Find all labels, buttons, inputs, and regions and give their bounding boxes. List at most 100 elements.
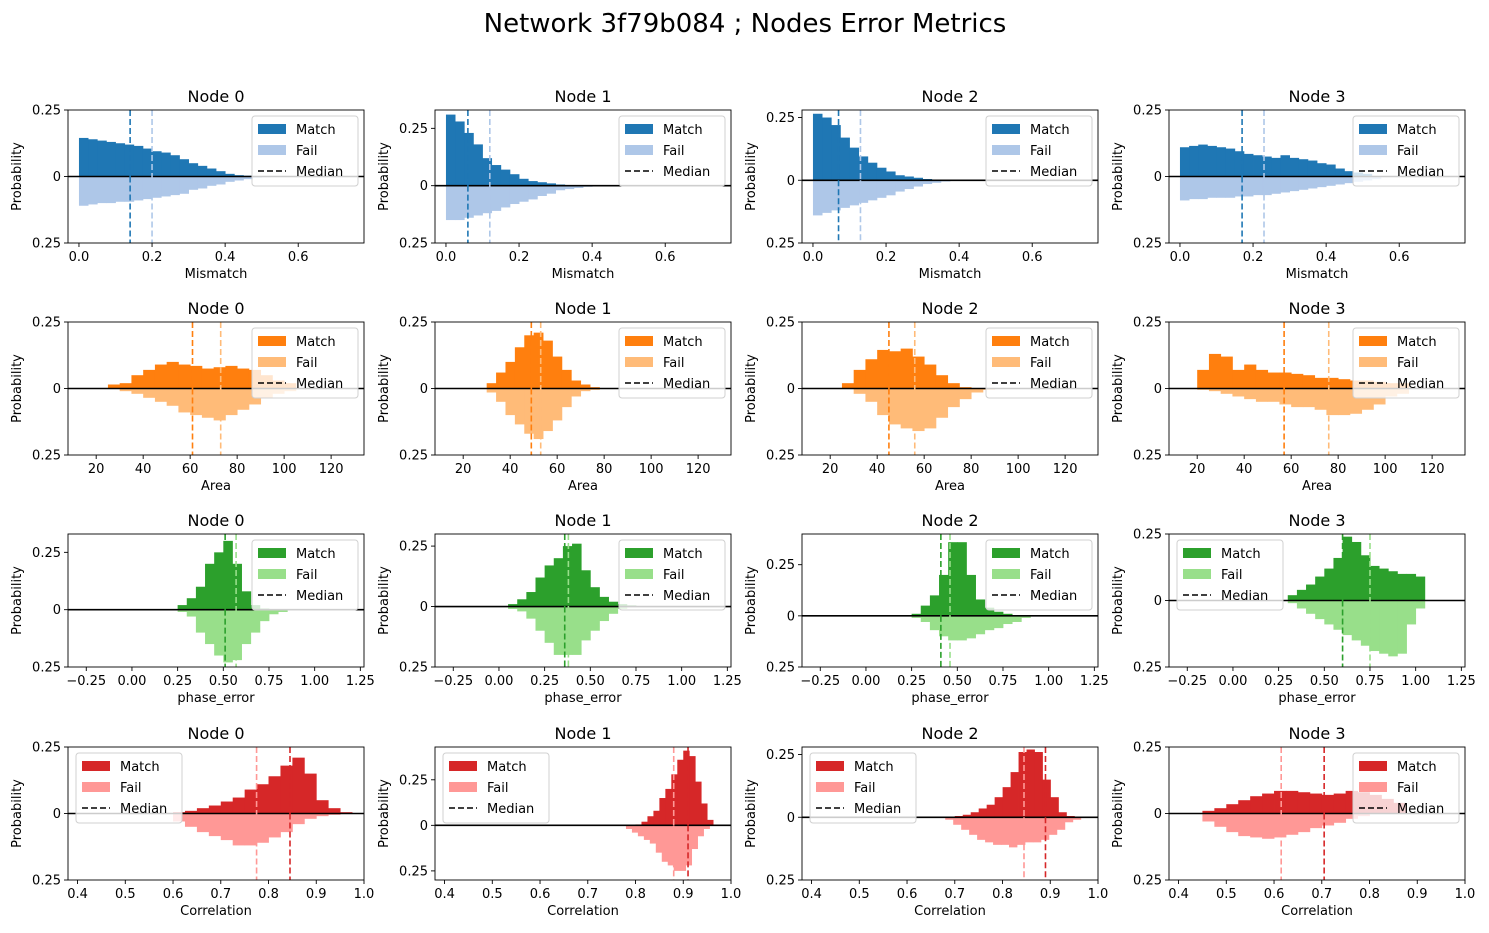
y-axis-label: Probability [10, 354, 25, 423]
fail-bar [922, 180, 933, 185]
fail-bar [78, 176, 89, 206]
fail-bar [196, 813, 210, 833]
y-tick-label: 0.25 [399, 864, 428, 879]
x-tick-label: 80 [229, 462, 246, 477]
legend-fail-swatch [625, 145, 653, 155]
subplot-title: Node 2 [921, 299, 978, 318]
plot-area [1169, 534, 1465, 667]
match-bar [865, 359, 878, 389]
fail-bar [553, 606, 564, 655]
match-bar [1279, 372, 1292, 389]
x-axis-label: Mismatch [185, 267, 248, 282]
legend-fail-swatch [992, 357, 1020, 367]
y-axis-label: Probability [377, 142, 392, 211]
match-bar [177, 605, 188, 610]
fail-bar [1208, 388, 1222, 392]
legend-match-label: Match [854, 760, 894, 775]
fail-bar [895, 180, 905, 192]
legend-match-label: Match [1030, 123, 1070, 138]
match-bar [561, 369, 572, 389]
fail-bar [1335, 176, 1345, 185]
fail-bar [867, 180, 878, 201]
subplot-15: 0.4 0.5 0.6 0.7 0.8 0.9 1.0 0.25 0 0.25 Node 3 Corr… [1111, 724, 1475, 919]
fail-bar [865, 388, 878, 402]
match-bar [671, 774, 678, 826]
match-bar [186, 598, 197, 610]
match-bar [142, 148, 153, 177]
legend-match-label: Match [296, 335, 336, 350]
match-bar [1369, 565, 1380, 601]
fail-bar [528, 185, 538, 200]
subplot-5: 20 40 60 80 100 120 0.25 0 0.25 Node 1 Area Probabi… [377, 299, 732, 494]
match-bar [994, 797, 1004, 818]
y-axis-label: Probability [1111, 566, 1126, 635]
x-tick-label: 0.2 [1243, 250, 1264, 265]
y-tick-label: 0 [420, 382, 428, 397]
x-tick-label: 20 [822, 462, 839, 477]
fail-bar [1232, 388, 1245, 397]
fail-bar [920, 615, 931, 622]
y-tick-label: 0 [53, 603, 61, 618]
legend-match-swatch [992, 336, 1020, 346]
match-bar [571, 380, 582, 389]
match-bar [445, 114, 456, 186]
y-axis-label: Probability [1111, 354, 1126, 423]
legend-match-swatch [258, 124, 286, 134]
fail-bar [1016, 817, 1026, 845]
legend: Match Fail Median [985, 115, 1093, 187]
match-bar [544, 565, 555, 607]
x-tick-label: 20 [1189, 462, 1206, 477]
match-bar [1333, 557, 1343, 601]
fail-bar [197, 176, 208, 189]
match-bar [216, 171, 226, 177]
match-bar [232, 797, 246, 814]
match-bar [1321, 794, 1335, 814]
x-tick-label: 0.8 [625, 887, 646, 902]
fail-bar [1345, 813, 1358, 819]
match-bar [1324, 568, 1334, 601]
legend: Match Fail Median [251, 115, 359, 187]
fail-bar [1064, 817, 1074, 823]
match-bar [517, 599, 527, 607]
match-bar [841, 383, 855, 389]
legend-fail-label: Fail [1221, 568, 1242, 583]
fail-bar [177, 609, 188, 612]
fail-bar [259, 609, 270, 622]
legend-match-label: Match [296, 547, 336, 562]
y-tick-label: 0 [420, 819, 428, 834]
fail-bar [232, 813, 246, 846]
match-bar [1326, 377, 1339, 389]
fail-bar [1306, 600, 1316, 614]
fail-bar [1056, 817, 1066, 830]
match-bar [1189, 145, 1199, 177]
fail-bar [679, 825, 687, 871]
fail-bar [1369, 600, 1380, 652]
subplot-12: 0.4 0.5 0.6 0.7 0.8 0.9 1.0 0.25 0 0.25 Node 0 Corr… [10, 724, 374, 919]
match-bar [268, 776, 281, 814]
legend: Match Fail Median [985, 327, 1093, 399]
legend-match-swatch [992, 548, 1020, 558]
fail-bar [232, 609, 242, 661]
fail-bar [1285, 813, 1299, 835]
x-tick-label: 0.4 [1316, 250, 1337, 265]
y-tick-label: 0 [53, 382, 61, 397]
match-bar [535, 577, 546, 607]
x-tick-label: 40 [1236, 462, 1253, 477]
x-tick-label: 120 [686, 462, 711, 477]
x-tick-label: 40 [869, 462, 886, 477]
fail-bar [691, 825, 698, 850]
y-tick-label: 0.25 [399, 449, 428, 464]
fail-bar [1321, 813, 1335, 826]
fail-bar [993, 615, 1004, 629]
subplot-title: Node 3 [1288, 87, 1345, 106]
x-tick-label: 0.6 [897, 887, 918, 902]
fail-bar [649, 825, 657, 844]
fail-bar [213, 388, 226, 421]
subplot-13: 0.4 0.5 0.6 0.7 0.8 0.9 1.0 0.25 0 0.25 Node 1 Corr… [377, 724, 741, 919]
match-bar [143, 369, 156, 389]
x-tick-label: 0.0 [436, 250, 457, 265]
fail-bar [1262, 813, 1275, 839]
subplot-title: Node 0 [187, 511, 244, 530]
fail-bar [581, 606, 591, 641]
match-bar [853, 369, 866, 389]
